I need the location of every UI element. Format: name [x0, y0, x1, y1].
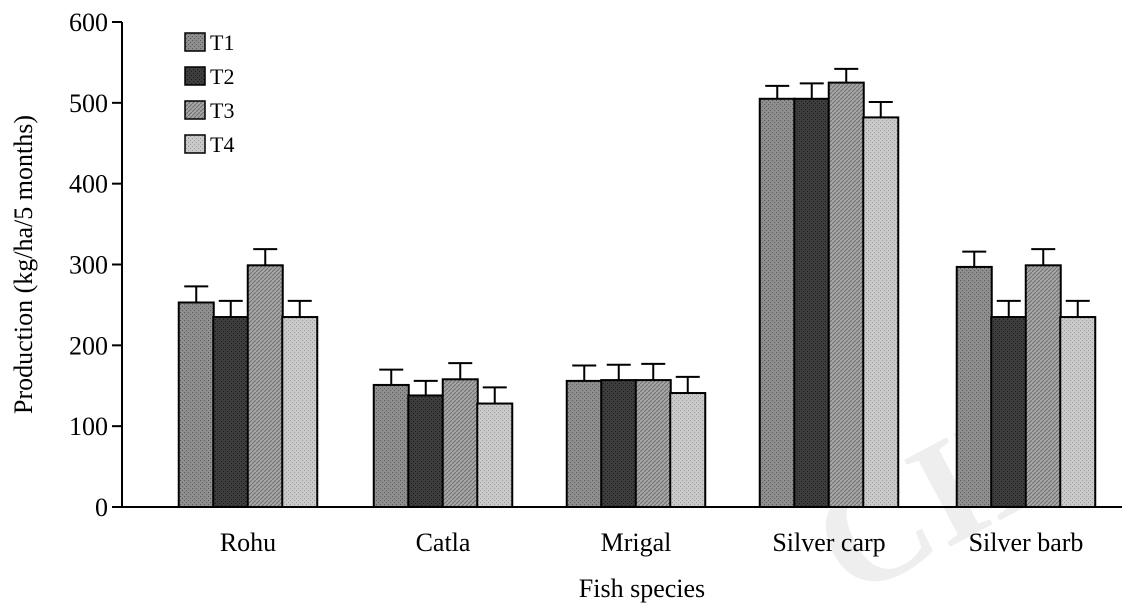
bar-T1-mrigal [565, 379, 603, 508]
y-tick-label: 600 [69, 8, 108, 37]
bar-T3-catla [441, 378, 479, 508]
x-tick-label-mrigal: Mrigal [601, 528, 672, 557]
legend-swatch-t3 [184, 100, 206, 120]
legend-label-t2: T2 [210, 64, 234, 89]
legend-swatch-t4 [184, 134, 206, 154]
y-tick-label: 200 [69, 331, 108, 360]
legend-label-t3: T3 [210, 98, 234, 123]
bar-T3-silver-barb [1024, 264, 1062, 508]
bar-T1-catla [372, 383, 410, 509]
bar-T2-catla [407, 394, 445, 509]
bar-T1-silver-carp [758, 97, 796, 509]
bar-T4-mrigal [669, 392, 707, 508]
legend-swatch-t1 [184, 32, 206, 52]
legend-swatch-t2 [184, 66, 206, 86]
bar-T1-silver-barb [955, 265, 993, 508]
legend-label-t4: T4 [210, 132, 234, 157]
y-tick-label: 0 [95, 493, 108, 522]
x-tick-label-silver-carp: Silver carp [772, 528, 885, 557]
bar-T4-catla [476, 402, 514, 508]
y-axis-title: Production (kg/ha/5 months) [9, 115, 38, 414]
bars [177, 67, 1097, 509]
labels: 0 100 200 300 400 500 600 Production (kg/ha/5 m… [9, 8, 1083, 603]
x-tick-label-catla: Catla [416, 528, 471, 557]
x-tick-label-rohu: Rohu [220, 528, 276, 557]
legend-label-t1: T1 [210, 30, 234, 55]
bar-T4-silver-barb [1059, 316, 1097, 508]
y-tick-label: 500 [69, 89, 108, 118]
y-tick-label: 100 [69, 412, 108, 441]
bar-T3-rohu [246, 264, 284, 508]
x-axis-title: Fish species [579, 574, 705, 603]
bar-T4-rohu [281, 316, 319, 508]
y-tick-label: 400 [69, 170, 108, 199]
bar-T4-silver-carp [862, 116, 900, 508]
x-tick-label-silver-barb: Silver barb [969, 528, 1084, 557]
bar-T2-silver-barb [990, 316, 1028, 508]
bar-T3-mrigal [634, 379, 672, 509]
bar-T2-mrigal [600, 379, 638, 509]
bar-T2-silver-carp [793, 97, 831, 509]
bar-T1-rohu [177, 301, 215, 508]
bar-T3-silver-carp [827, 81, 865, 508]
y-tick-label: 300 [69, 251, 108, 280]
legend: T1 T2 T3 T4 [184, 30, 234, 157]
bar-T2-rohu [212, 316, 250, 508]
